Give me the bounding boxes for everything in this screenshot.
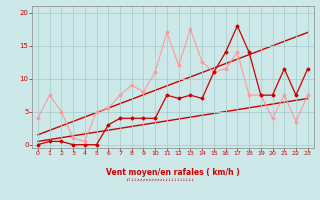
X-axis label: Vent moyen/en rafales ( km/h ): Vent moyen/en rafales ( km/h )	[106, 168, 240, 177]
Text: ↓↑↓↓↗↗↗↗↗↗↗↗↗↓↓↓↓↓↓↓↓↓↓↓: ↓↑↓↓↗↗↗↗↗↗↗↗↗↓↓↓↓↓↓↓↓↓↓↓	[125, 178, 195, 183]
